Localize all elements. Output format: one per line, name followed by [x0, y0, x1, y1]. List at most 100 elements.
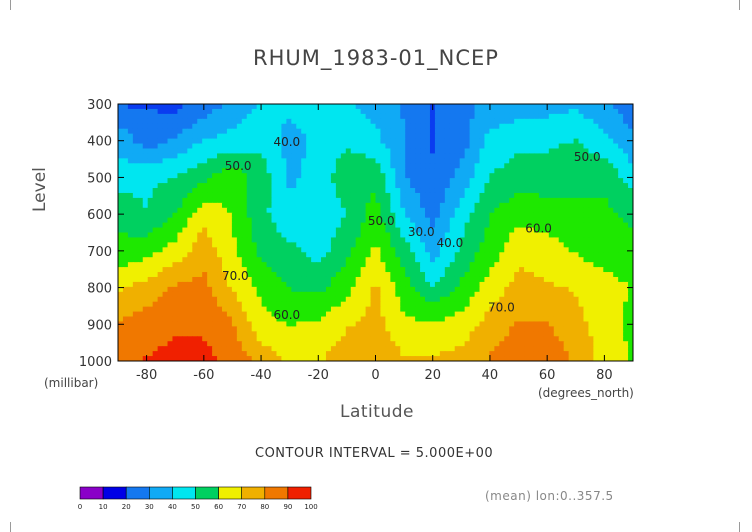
contour-cell: [444, 316, 451, 323]
contour-cell: [449, 207, 456, 214]
contour-cell: [494, 262, 500, 268]
contour-cell: [246, 232, 253, 239]
contour-cell: [321, 197, 327, 204]
contour-cell: [533, 227, 540, 234]
contour-cell: [613, 286, 619, 293]
contour-cell: [291, 331, 297, 337]
contour-cell: [573, 104, 580, 110]
contour-cell: [316, 301, 322, 308]
contour-cell: [246, 178, 253, 184]
contour-cell: [360, 281, 367, 288]
contour-cell: [439, 242, 446, 248]
contour-cell: [212, 232, 218, 239]
contour-cell: [509, 123, 515, 130]
contour-cell: [603, 104, 609, 110]
contour-cell: [519, 232, 525, 239]
contour-cell: [608, 143, 614, 150]
contour-cell: [479, 123, 486, 130]
contour-cell: [593, 257, 599, 263]
contour-cell: [157, 128, 164, 135]
contour-cell: [118, 104, 124, 110]
contour-cell: [360, 148, 367, 155]
contour-cell: [340, 212, 347, 219]
contour-cell: [301, 326, 307, 332]
contour-cell: [415, 158, 421, 164]
contour-cell: [147, 267, 154, 273]
contour-cell: [241, 222, 248, 229]
contour-cell: [286, 247, 292, 253]
contour-cell: [207, 178, 213, 184]
contour-cell: [365, 128, 372, 135]
contour-cell: [499, 183, 505, 189]
contour-cell: [420, 291, 426, 298]
contour-cell: [385, 232, 391, 239]
contour-cell: [628, 123, 633, 130]
contour-cell: [484, 316, 490, 323]
contour-cell: [588, 262, 594, 268]
contour-cell: [385, 276, 391, 283]
contour-cell: [226, 272, 233, 278]
contour-cell: [202, 104, 208, 110]
contour-cell: [548, 267, 555, 273]
contour-cell: [618, 331, 624, 337]
contour-cell: [330, 158, 337, 164]
contour-cell: [519, 286, 525, 293]
contour-cell: [286, 153, 292, 159]
contour-cell: [593, 237, 599, 243]
contour-cell: [494, 267, 500, 273]
contour-cell: [197, 316, 203, 323]
contour-cell: [375, 276, 382, 283]
contour-cell: [439, 178, 446, 184]
contour-cell: [132, 168, 139, 174]
contour-cell: [494, 188, 500, 194]
contour-cell: [524, 242, 530, 248]
contour-cell: [563, 108, 570, 115]
contour-cell: [459, 133, 466, 140]
contour-cell: [152, 252, 159, 258]
contour-cell: [568, 276, 575, 283]
contour-cell: [137, 237, 144, 243]
contour-cell: [217, 192, 223, 199]
contour-cell: [618, 316, 624, 323]
contour-cell: [177, 267, 183, 273]
contour-cell: [484, 104, 490, 110]
contour-cell: [499, 262, 505, 268]
contour-cell: [162, 331, 169, 337]
contour-cell: [558, 183, 565, 189]
contour-cell: [162, 188, 169, 194]
contour-cell: [246, 202, 253, 209]
contour-cell: [137, 321, 144, 327]
contour-cell: [464, 133, 471, 140]
contour-cell: [340, 237, 347, 243]
contour-cell: [286, 336, 292, 342]
contour-cell: [296, 188, 302, 194]
contour-cell: [385, 153, 391, 159]
contour-cell: [286, 173, 292, 179]
contour-cell: [226, 247, 233, 253]
contour-cell: [529, 281, 535, 288]
contour-cell: [172, 291, 179, 298]
contour-cell: [231, 128, 238, 135]
contour-cell: [494, 123, 500, 130]
contour-cell: [316, 148, 322, 155]
contour-cell: [519, 331, 525, 337]
contour-cell: [301, 291, 307, 298]
contour-cell: [608, 296, 614, 303]
contour-cell: [236, 153, 243, 159]
contour-cell: [365, 153, 372, 159]
contour-cell: [598, 272, 604, 278]
contour-cell: [182, 247, 188, 253]
contour-cell: [256, 183, 263, 189]
contour-cell: [291, 306, 297, 313]
contour-cell: [489, 257, 495, 263]
contour-cell: [548, 316, 555, 323]
contour-cell: [613, 163, 619, 169]
contour-cell: [207, 133, 213, 140]
contour-cell: [316, 257, 322, 263]
contour-cell: [573, 232, 580, 239]
contour-cell: [519, 138, 525, 145]
contour-cell: [613, 153, 619, 159]
contour-cell: [410, 202, 416, 209]
contour-cell: [187, 291, 193, 298]
contour-cell: [538, 153, 545, 159]
